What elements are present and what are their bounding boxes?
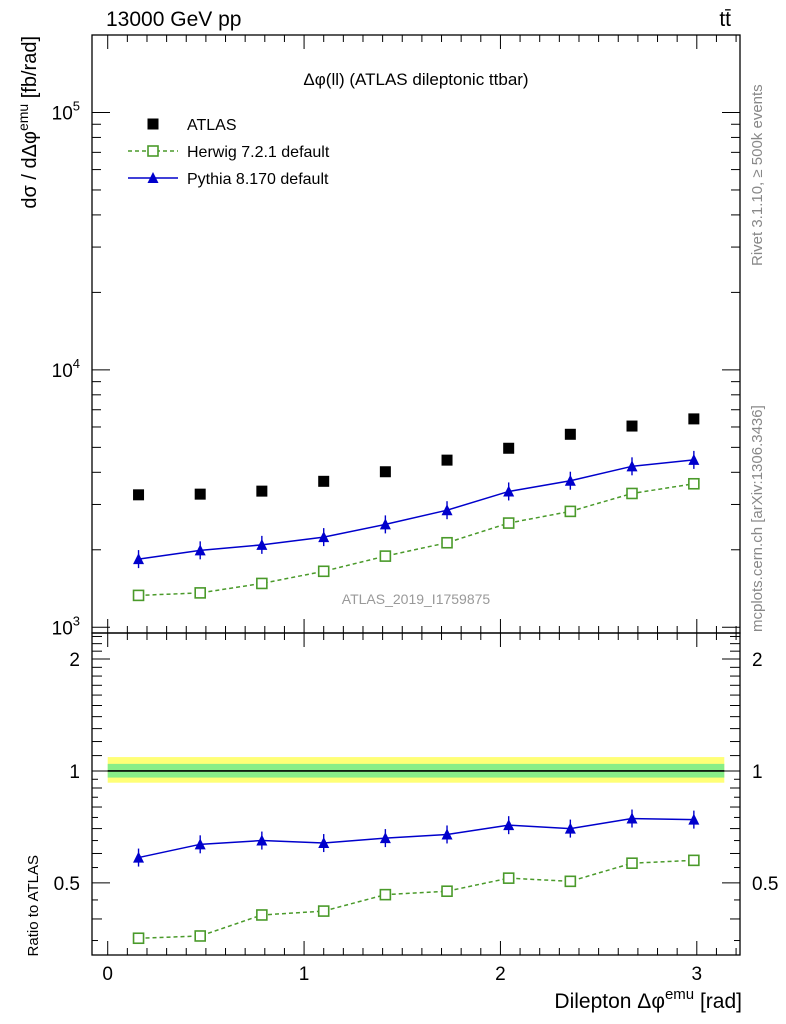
ratio-point: [379, 888, 392, 901]
ratio-point: [317, 905, 330, 917]
main-point: [626, 487, 638, 500]
y-axis-label-part2: [fb/rad]: [19, 36, 41, 104]
legend-label: Herwig 7.2.1 default: [187, 144, 330, 161]
ratio-y-axis-label: Ratio to ATLAS: [25, 855, 42, 956]
plot-title: Δφ(ll) (ATLAS dileptonic ttbar): [303, 70, 528, 89]
ratio-point: [688, 854, 700, 867]
y-tick-label: 103: [52, 613, 80, 639]
main-point: [626, 460, 638, 472]
ratio-plot-frame: [91, 632, 741, 956]
main-point: [256, 538, 268, 550]
main-point: [441, 504, 453, 516]
main-point: [502, 517, 515, 529]
ratio-tick-label-left: 1: [69, 762, 80, 783]
legend-marker: [147, 118, 159, 130]
y-tick-label: 105: [52, 98, 80, 124]
x-tick-label: 3: [692, 964, 703, 985]
main-point: [688, 453, 700, 465]
legend-marker: [147, 145, 159, 157]
ratio-tick-label-left: 2: [69, 650, 80, 671]
main-point: [317, 565, 330, 578]
main-point: [626, 420, 638, 432]
main-point: [318, 475, 330, 487]
ratio-point: [502, 872, 515, 884]
main-point: [318, 531, 330, 543]
ratio-point: [626, 812, 638, 824]
x-tick-label: 1: [299, 964, 310, 985]
x-tick-label: 0: [102, 964, 113, 985]
header-left: 13000 GeV pp: [106, 8, 241, 31]
ratio-line-1: [138, 859, 694, 939]
main-point: [441, 454, 453, 466]
analysis-watermark: ATLAS_2019_I1759875: [342, 591, 491, 607]
ratio-point: [256, 909, 268, 921]
ratio-tick-label-right: 2: [752, 650, 763, 671]
ratio-point: [626, 857, 638, 869]
main-point: [564, 428, 576, 440]
ratio-point: [564, 822, 576, 834]
main-point: [194, 544, 206, 556]
main-point: [194, 488, 206, 500]
main-point: [564, 474, 576, 486]
legend-marker: [147, 172, 159, 183]
main-point: [256, 485, 268, 497]
ratio-point: [194, 930, 206, 942]
ratio-point: [194, 838, 206, 850]
main-point: [379, 550, 392, 562]
main-point: [379, 466, 391, 478]
legend-label: Pythia 8.170 default: [187, 171, 329, 188]
ratio-point: [503, 819, 515, 831]
side-label-mcplots: mcplots.cern.ch [arXiv:1306.3436]: [749, 405, 766, 632]
x-axis-label-part2: [rad]: [694, 990, 742, 1013]
main-point: [503, 442, 515, 454]
x-axis-label-sup: emu: [665, 986, 694, 1003]
main-point: [688, 477, 700, 490]
ratio-tick-label-right: 0.5: [752, 874, 778, 895]
main-point: [256, 577, 268, 590]
main-point: [132, 589, 145, 602]
main-point: [133, 553, 145, 565]
ratio-tick-label-left: 0.5: [54, 874, 80, 895]
ratio-point: [688, 813, 700, 825]
side-label-rivet: Rivet 3.1.10, ≥ 500k events: [749, 84, 766, 266]
main-point: [441, 536, 453, 549]
main-line-2: [138, 459, 694, 560]
x-axis-label: Dilepton Δφemu [rad]: [554, 986, 742, 1013]
ratio-tick-label-right: 1: [752, 762, 763, 783]
main-line-1: [138, 483, 694, 597]
main-point: [564, 505, 577, 518]
main-point: [194, 587, 206, 599]
ratio-point: [564, 875, 577, 888]
y-axis-label-sup: emu: [15, 104, 31, 131]
ratio-point: [441, 885, 453, 898]
main-point: [379, 518, 391, 530]
y-tick-label: 104: [52, 356, 80, 382]
main-point: [688, 413, 700, 425]
y-axis-label: dσ / dΔφemu [fb/rad]: [15, 36, 41, 209]
ratio-point: [379, 832, 391, 844]
legend-label: ATLAS: [187, 117, 237, 134]
header-right: tt̄: [719, 8, 731, 31]
ratio-point: [318, 837, 330, 849]
ratio-line-2: [138, 817, 694, 859]
main-point: [503, 485, 515, 497]
ratio-point: [133, 851, 145, 863]
y-axis-label-part1: dσ / dΔφ: [19, 131, 41, 209]
ratio-point: [132, 932, 145, 945]
x-axis-label-part1: Dilepton Δφ: [554, 990, 665, 1013]
ratio-point: [441, 828, 453, 840]
main-point: [133, 489, 145, 501]
ratio-point: [256, 834, 268, 846]
x-tick-label: 2: [495, 964, 506, 985]
